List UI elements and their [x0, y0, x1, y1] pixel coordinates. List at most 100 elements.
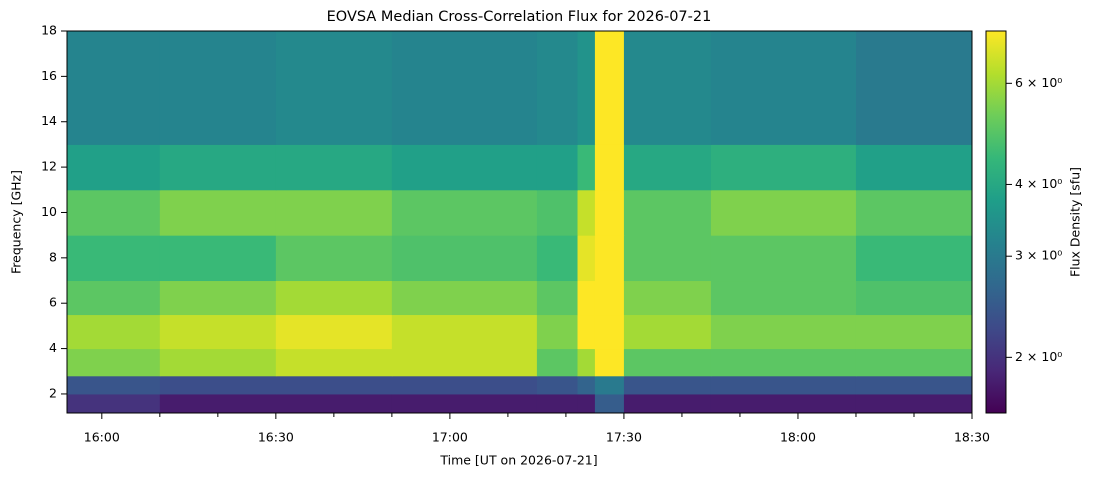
x-axis-label: Time [UT on 2026-07-21] [439, 453, 597, 468]
heatmap-cell [67, 314, 161, 350]
heatmap-cell [536, 393, 579, 414]
heatmap-cell [594, 31, 625, 145]
heatmap-cell [594, 393, 625, 414]
heatmap-cell [275, 31, 393, 145]
heatmap-cell [710, 393, 857, 414]
heatmap-cell [623, 280, 712, 316]
heatmap-cell [577, 393, 596, 414]
colorbar-tick-label: 3 × 10⁰ [1015, 248, 1062, 263]
heatmap-cell [67, 189, 161, 236]
heatmap-cell [536, 189, 579, 236]
heatmap-cell [275, 189, 393, 236]
y-tick-label: 18 [41, 23, 57, 38]
heatmap-cell [577, 348, 596, 377]
heatmap-cell [391, 31, 538, 145]
heatmap-cell [594, 235, 625, 282]
heatmap-cell [159, 280, 277, 316]
heatmap-cell [594, 314, 625, 350]
heatmap-cell [159, 375, 277, 395]
heatmap-cell [710, 314, 857, 350]
heatmap-cell [536, 144, 579, 191]
y-axis-label: Frequency [GHz] [9, 170, 24, 274]
heatmap-cell [855, 31, 973, 145]
colorbar [985, 30, 1007, 414]
chart-title: EOVSA Median Cross-Correlation Flux for … [327, 9, 712, 25]
heatmap-cell [275, 348, 393, 377]
heatmap-cell [710, 280, 857, 316]
heatmap-cell [159, 189, 277, 236]
heatmap-cell [67, 31, 161, 145]
heatmap-cell [159, 235, 277, 282]
heatmap-cell [855, 235, 973, 282]
x-tick-label: 16:00 [84, 430, 120, 445]
heatmap-cell [623, 393, 712, 414]
y-tick-label: 14 [41, 113, 57, 128]
heatmap-cell [275, 235, 393, 282]
heatmap-cell [577, 375, 596, 395]
plot-frame [66, 30, 973, 414]
heatmap-cell [855, 348, 973, 377]
heatmap-cell [391, 144, 538, 191]
y-tick-label: 6 [49, 295, 57, 310]
heatmap-cell [855, 314, 973, 350]
heatmap-cell [577, 314, 596, 350]
heatmap-cell [594, 144, 625, 191]
heatmap-cell [67, 375, 161, 395]
heatmap-cell [855, 375, 973, 395]
heatmap-cell [391, 393, 538, 414]
heatmap-cell [594, 375, 625, 395]
heatmap-cell [577, 31, 596, 145]
heatmap-cell [577, 235, 596, 282]
heatmap-cell [710, 348, 857, 377]
heatmap-cell [67, 144, 161, 191]
heatmap-cell [577, 189, 596, 236]
colorbar-tick-label: 6 × 10⁰ [1015, 75, 1062, 90]
heatmap-cell [391, 375, 538, 395]
heatmap-cell [159, 144, 277, 191]
heatmap-cell [623, 31, 712, 145]
heatmap-cell [67, 348, 161, 377]
heatmap-cell [275, 393, 393, 414]
heatmap-cell [275, 375, 393, 395]
heatmap-cell [275, 280, 393, 316]
heatmap-cell [67, 280, 161, 316]
y-tick-label: 8 [49, 249, 57, 264]
x-tick-label: 17:00 [432, 430, 468, 445]
x-tick-label: 16:30 [258, 430, 294, 445]
heatmap-cell [623, 144, 712, 191]
heatmap-cell [536, 348, 579, 377]
colorbar-tick-label: 4 × 10⁰ [1015, 176, 1062, 191]
y-tick-label: 12 [41, 159, 57, 174]
heatmap-cell [710, 375, 857, 395]
y-tick-label: 16 [41, 68, 57, 83]
heatmap-cell [391, 235, 538, 282]
heatmap-cell [855, 144, 973, 191]
heatmap-cell [855, 280, 973, 316]
x-tick-label: 18:00 [780, 430, 816, 445]
heatmap-cell [159, 31, 277, 145]
heatmap-cell [536, 31, 579, 145]
heatmap-cell [391, 314, 538, 350]
heatmap-cell [536, 314, 579, 350]
heatmap-cell [159, 314, 277, 350]
heatmap-cell [391, 189, 538, 236]
heatmap-cell [594, 189, 625, 236]
heatmap-cell [594, 280, 625, 316]
heatmap-cell [391, 280, 538, 316]
heatmap-cell [536, 280, 579, 316]
heatmap-cell [577, 280, 596, 316]
heatmap-cell [623, 375, 712, 395]
heatmap-cell [159, 393, 277, 414]
heatmap-cell [536, 235, 579, 282]
heatmap-cell [855, 189, 973, 236]
y-tick-label: 10 [41, 204, 57, 219]
heatmap-cell [391, 348, 538, 377]
heatmap-cell [594, 348, 625, 377]
heatmap-cell [577, 144, 596, 191]
x-tick-label: 18:30 [954, 430, 990, 445]
heatmap-cell [623, 348, 712, 377]
heatmap-cell [67, 393, 161, 414]
heatmap-cell [275, 314, 393, 350]
heatmap-cell [710, 235, 857, 282]
